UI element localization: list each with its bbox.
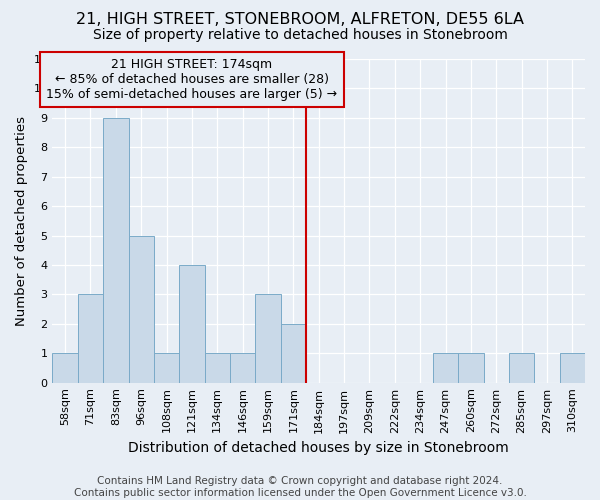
Bar <box>128 236 154 382</box>
Bar <box>433 354 458 382</box>
Text: Contains HM Land Registry data © Crown copyright and database right 2024.
Contai: Contains HM Land Registry data © Crown c… <box>74 476 526 498</box>
Bar <box>458 354 484 382</box>
Bar <box>509 354 534 382</box>
Text: Size of property relative to detached houses in Stonebroom: Size of property relative to detached ho… <box>92 28 508 42</box>
Bar <box>230 354 256 382</box>
Y-axis label: Number of detached properties: Number of detached properties <box>15 116 28 326</box>
Bar <box>256 294 281 382</box>
Bar <box>52 354 78 382</box>
Bar <box>78 294 103 382</box>
Text: 21 HIGH STREET: 174sqm
← 85% of detached houses are smaller (28)
15% of semi-det: 21 HIGH STREET: 174sqm ← 85% of detached… <box>46 58 337 101</box>
Bar <box>154 354 179 382</box>
Bar <box>560 354 585 382</box>
Text: 21, HIGH STREET, STONEBROOM, ALFRETON, DE55 6LA: 21, HIGH STREET, STONEBROOM, ALFRETON, D… <box>76 12 524 28</box>
Bar <box>281 324 306 382</box>
Bar <box>179 265 205 382</box>
Bar <box>103 118 128 382</box>
Bar <box>205 354 230 382</box>
X-axis label: Distribution of detached houses by size in Stonebroom: Distribution of detached houses by size … <box>128 441 509 455</box>
